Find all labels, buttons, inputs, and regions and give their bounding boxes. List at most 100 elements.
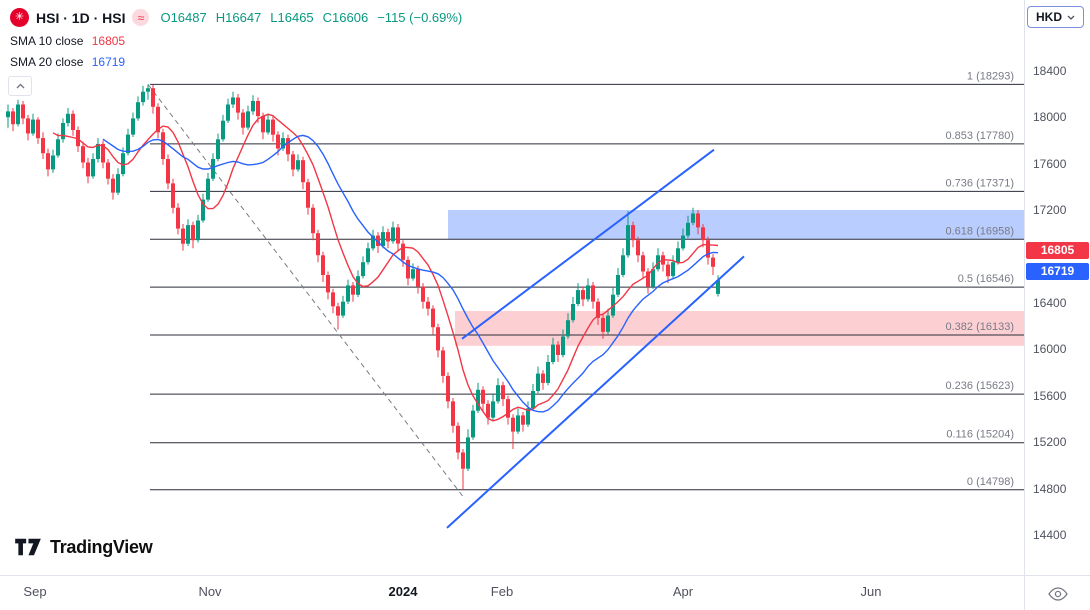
candle[interactable] — [596, 298, 600, 325]
candle[interactable] — [496, 378, 500, 404]
channel-upper-trendline[interactable] — [461, 148, 715, 340]
approx-indicator-icon[interactable]: ≈ — [132, 9, 150, 26]
candle[interactable] — [476, 382, 480, 413]
candle[interactable] — [271, 116, 275, 142]
candle[interactable] — [371, 229, 375, 251]
candle[interactable] — [121, 147, 125, 177]
candle[interactable] — [601, 314, 605, 339]
candle[interactable] — [386, 228, 390, 249]
eye-icon[interactable] — [1048, 586, 1068, 601]
candle[interactable] — [551, 337, 555, 365]
sma-20-line[interactable] — [102, 134, 719, 413]
candle[interactable] — [96, 138, 100, 163]
candle[interactable] — [641, 251, 645, 279]
candle[interactable] — [686, 215, 690, 238]
candle[interactable] — [201, 193, 205, 223]
sma20-legend-row[interactable]: SMA 20 close 16719 — [10, 55, 462, 69]
candle[interactable] — [491, 394, 495, 421]
candle[interactable] — [561, 329, 565, 358]
candle[interactable] — [336, 302, 340, 330]
candle[interactable] — [176, 203, 180, 235]
candle[interactable] — [6, 104, 10, 128]
candle[interactable] — [341, 295, 345, 318]
support-zone[interactable] — [455, 311, 1024, 346]
candle[interactable] — [81, 141, 85, 169]
candle[interactable] — [46, 148, 50, 177]
candle[interactable] — [661, 251, 665, 272]
currency-selector-button[interactable]: HKD — [1027, 6, 1084, 28]
candle[interactable] — [691, 207, 695, 226]
candle[interactable] — [51, 149, 55, 173]
candle[interactable] — [681, 228, 685, 251]
candle[interactable] — [131, 112, 135, 137]
candle[interactable] — [526, 401, 530, 427]
candle[interactable] — [251, 95, 255, 115]
candle[interactable] — [556, 341, 560, 362]
candle[interactable] — [31, 113, 35, 136]
candle[interactable] — [501, 381, 505, 407]
candle[interactable] — [16, 99, 20, 127]
candle[interactable] — [541, 370, 545, 390]
candle[interactable] — [446, 372, 450, 409]
price-axis[interactable]: 18400 18000 17600 17200 16400 16000 15600 15200… — [1024, 0, 1090, 575]
candle[interactable] — [631, 221, 635, 248]
candle[interactable] — [41, 132, 45, 159]
candle[interactable] — [331, 288, 335, 314]
candle[interactable] — [656, 248, 660, 272]
candle[interactable] — [216, 133, 220, 162]
candle[interactable] — [21, 101, 25, 125]
candle[interactable] — [226, 98, 230, 123]
candle[interactable] — [196, 214, 200, 243]
candle[interactable] — [581, 286, 585, 307]
candle[interactable] — [326, 271, 330, 300]
candle[interactable] — [61, 118, 65, 143]
candle[interactable] — [606, 308, 610, 335]
time-axis[interactable]: Sep Nov 2024 Feb Apr Jun — [0, 575, 1024, 610]
candle[interactable] — [616, 268, 620, 297]
sma10-legend-row[interactable]: SMA 10 close 16805 — [10, 34, 462, 48]
candle[interactable] — [296, 154, 300, 172]
candle[interactable] — [361, 256, 365, 279]
candle[interactable] — [151, 84, 155, 114]
candle[interactable] — [481, 386, 485, 411]
candle[interactable] — [531, 384, 535, 411]
candle[interactable] — [11, 108, 15, 132]
descending-trendline[interactable] — [147, 84, 464, 497]
candle[interactable] — [701, 224, 705, 248]
candle[interactable] — [146, 84, 150, 100]
candle[interactable] — [421, 283, 425, 309]
candle[interactable] — [166, 154, 170, 190]
candle[interactable] — [186, 219, 190, 246]
candle[interactable] — [66, 108, 70, 127]
candle[interactable] — [441, 346, 445, 383]
sma-10-line[interactable] — [52, 113, 719, 422]
candle[interactable] — [651, 262, 655, 289]
candle[interactable] — [436, 323, 440, 358]
candle[interactable] — [116, 168, 120, 195]
candle[interactable] — [231, 91, 235, 108]
candle[interactable] — [101, 140, 105, 169]
candle[interactable] — [246, 105, 250, 130]
symbol-title[interactable]: HSI · 1D · HSI — [36, 9, 126, 26]
candle[interactable] — [706, 236, 710, 265]
candle[interactable] — [86, 157, 90, 184]
candle[interactable] — [451, 398, 455, 433]
candle[interactable] — [191, 221, 195, 249]
candle[interactable] — [111, 174, 115, 200]
candle[interactable] — [486, 400, 490, 425]
candle[interactable] — [156, 103, 160, 139]
candle[interactable] — [351, 282, 355, 302]
candle[interactable] — [346, 279, 350, 304]
candle[interactable] — [506, 395, 510, 425]
candle[interactable] — [291, 150, 295, 177]
candle[interactable] — [56, 133, 60, 158]
candle[interactable] — [611, 287, 615, 318]
candle[interactable] — [286, 134, 290, 162]
resistance-zone[interactable] — [448, 210, 1024, 240]
candle[interactable] — [696, 210, 700, 235]
candle[interactable] — [171, 178, 175, 214]
candle[interactable] — [366, 242, 370, 265]
candle[interactable] — [391, 221, 395, 244]
legend-collapse-button[interactable] — [8, 76, 32, 96]
candle[interactable] — [206, 172, 210, 202]
